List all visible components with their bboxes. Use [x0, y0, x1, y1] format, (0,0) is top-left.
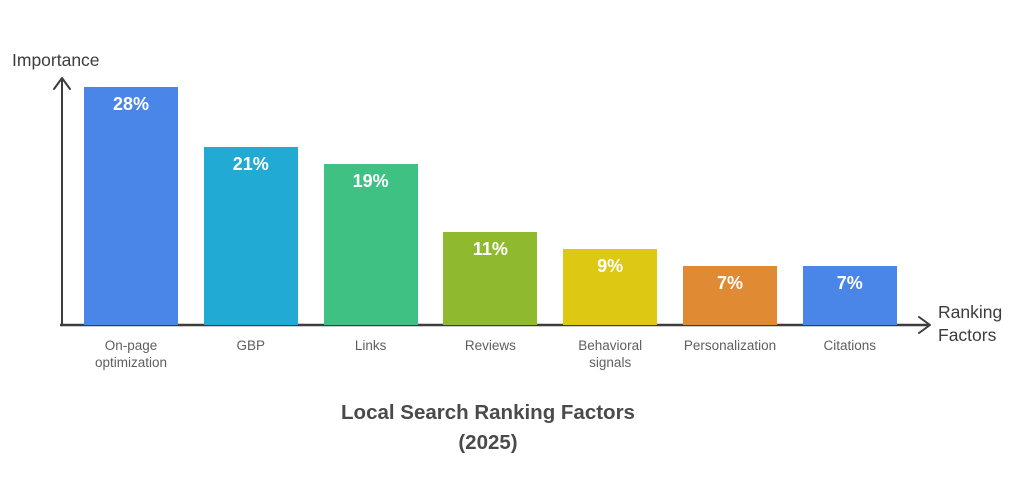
bar-personalization: 7% [683, 265, 777, 325]
bar-reviews: 11% [443, 231, 538, 325]
x-tick-label-line: GBP [236, 338, 266, 353]
y-axis-arrowhead-icon [53, 77, 71, 90]
bar-behavioral-signals: 9% [563, 248, 658, 325]
chart-title: Local Search Ranking Factors (2025) [238, 398, 738, 458]
x-tick-label: Behavioral signals [548, 337, 672, 371]
x-tick-label: Reviews [428, 337, 552, 354]
bar-value-label: 9% [597, 255, 624, 276]
bar-links: 19% [323, 163, 418, 325]
y-axis-title: Importance [12, 50, 100, 70]
bar-citations: 7% [802, 265, 897, 325]
x-tick-label-line: Reviews [464, 338, 516, 353]
x-tick-label: On-page optimization [69, 337, 193, 371]
x-tick-label-line: Personalization [683, 338, 777, 353]
bar-value-label: 21% [232, 153, 269, 174]
x-tick-label-line: Citations [823, 338, 877, 353]
bar-value-label: 7% [716, 272, 743, 293]
chart-title-line2: (2025) [458, 431, 518, 454]
bar-value-label: 7% [836, 272, 863, 293]
x-axis-title: Ranking Factors [938, 302, 1003, 345]
x-tick-label-line: Behavioral [578, 338, 643, 353]
x-tick-label: Citations [788, 337, 912, 354]
bar-gbp: 21% [203, 146, 298, 325]
bar-value-label: 19% [352, 170, 389, 191]
chart-title-line1: Local Search Ranking Factors [341, 401, 635, 424]
bar-value-label: 28% [112, 94, 150, 114]
x-tick-label-line: On-page [104, 338, 158, 353]
bar-on-page-optimization: 28% [84, 87, 178, 325]
x-tick-label: Personalization [668, 337, 792, 354]
x-tick-label-line: optimization [94, 355, 168, 370]
x-tick-label: GBP [189, 337, 313, 354]
x-tick-label-line: signals [589, 355, 632, 370]
x-tick-label: Links [309, 337, 433, 354]
x-axis-arrowhead-icon [918, 316, 931, 334]
bar-value-label: 11% [472, 238, 508, 259]
x-tick-label-line: Links [354, 338, 387, 353]
